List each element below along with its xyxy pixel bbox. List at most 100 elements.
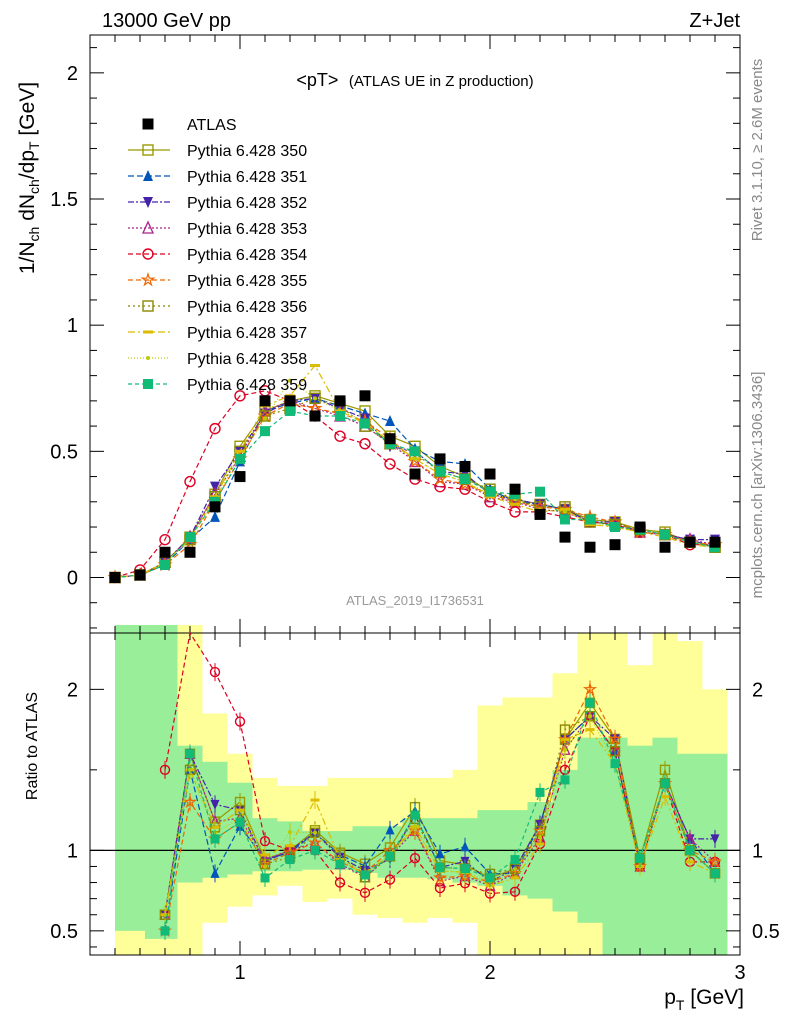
legend-label: Pythia 6.428 352 — [187, 195, 307, 212]
marker-square — [535, 486, 545, 497]
x-tick-label: 3 — [734, 962, 745, 984]
marker-square — [535, 787, 545, 797]
marker-square — [585, 698, 595, 708]
marker-dot — [263, 416, 267, 421]
marker-dash — [510, 876, 520, 880]
marker-square — [260, 426, 270, 437]
marker-dash — [310, 364, 320, 368]
marker-square — [134, 569, 146, 581]
marker-dot — [313, 830, 317, 835]
marker-dot — [413, 824, 417, 829]
marker-square-open — [142, 300, 154, 312]
plot-title-main: <pT> — [296, 70, 338, 90]
marker-circle-open — [184, 475, 196, 488]
y-tick-label-ratio-right: 0.5 — [752, 921, 780, 943]
marker-triangle-up-open — [141, 220, 155, 234]
marker-dot — [513, 866, 517, 871]
marker-square — [143, 379, 153, 389]
marker-dot — [563, 747, 567, 752]
marker-triangle-up — [435, 848, 445, 859]
marker-triangle-up — [143, 170, 153, 181]
y-tick-label-main: 1.5 — [50, 189, 78, 211]
marker-square — [684, 536, 696, 548]
x-tick-label: 2 — [484, 962, 495, 984]
marker-square — [335, 411, 345, 422]
y-tick-label-main: 1 — [67, 315, 78, 337]
legend-label: Pythia 6.428 357 — [187, 325, 307, 342]
marker-square — [335, 859, 345, 869]
marker-dash — [485, 495, 495, 499]
y-tick-label-ratio-right: 2 — [752, 679, 763, 701]
marker-square — [634, 521, 646, 533]
marker-square — [685, 845, 695, 855]
marker-circle-open — [234, 390, 246, 402]
marker-square — [510, 855, 520, 865]
marker-square — [159, 546, 171, 558]
marker-square — [234, 471, 246, 483]
marker-dot — [188, 767, 192, 772]
marker-circle-open — [142, 248, 154, 260]
marker-circle-open — [159, 533, 171, 546]
legend-label: Pythia 6.428 358 — [187, 351, 307, 368]
marker-dash — [660, 795, 670, 799]
marker-square — [360, 870, 370, 880]
marker-square — [160, 559, 170, 570]
series-ratio — [160, 693, 720, 940]
main-panel-frame — [89, 34, 741, 634]
marker-square — [484, 468, 496, 480]
marker-square — [185, 749, 195, 759]
marker-dot — [288, 829, 292, 834]
marker-square — [184, 546, 196, 558]
marker-circle-open — [334, 430, 346, 442]
inner-band-bin — [145, 624, 178, 939]
ratio-line — [164, 715, 716, 915]
marker-square — [560, 514, 570, 525]
marker-square-open — [309, 392, 321, 405]
legend-label: Pythia 6.428 354 — [187, 247, 307, 264]
marker-dot — [163, 912, 167, 917]
y-tick-label-main: 0 — [67, 567, 78, 589]
marker-square — [635, 853, 645, 863]
marker-star-open — [140, 271, 156, 287]
marker-square — [360, 418, 370, 429]
marker-square — [460, 474, 470, 485]
main-series — [107, 364, 723, 584]
marker-dash — [143, 330, 153, 334]
x-axis-label: pT [GeV] — [664, 986, 744, 1013]
marker-dash — [585, 523, 595, 527]
ratio-line — [164, 631, 715, 895]
marker-square — [460, 864, 470, 874]
marker-circle-open — [334, 877, 346, 888]
marker-dash — [210, 495, 220, 499]
marker-circle-open — [384, 458, 396, 470]
marker-square — [534, 508, 546, 520]
marker-square — [235, 453, 245, 464]
marker-triangle-up — [210, 867, 220, 878]
marker-dash — [560, 507, 570, 511]
marker-square — [285, 855, 295, 865]
y-tick-label-ratio: 1 — [67, 840, 78, 862]
marker-square — [485, 873, 495, 883]
marker-dash — [685, 860, 695, 864]
energy-label: 13000 GeV pp — [102, 10, 231, 32]
marker-square — [459, 460, 471, 472]
series-line — [114, 402, 716, 579]
rivet-label: Rivet 3.1.10, ≥ 2.6M events — [749, 59, 766, 242]
marker-circle-open — [234, 716, 246, 727]
marker-square — [560, 775, 570, 785]
marker-square — [585, 514, 595, 525]
marker-dot — [313, 396, 317, 401]
marker-square — [660, 529, 670, 540]
inner-band-bin — [602, 737, 628, 955]
marker-square — [710, 868, 720, 878]
ratio-line — [164, 728, 716, 915]
marker-triangle-down — [710, 834, 720, 845]
marker-square — [610, 522, 620, 533]
marker-square — [259, 395, 271, 407]
marker-square — [109, 571, 121, 583]
ratio-bands — [90, 624, 740, 955]
marker-square — [235, 817, 245, 827]
ratio-series — [157, 631, 723, 940]
legend: ATLAS Pythia 6.428 350 Pythia 6.428 351 Pyt… — [128, 117, 307, 394]
